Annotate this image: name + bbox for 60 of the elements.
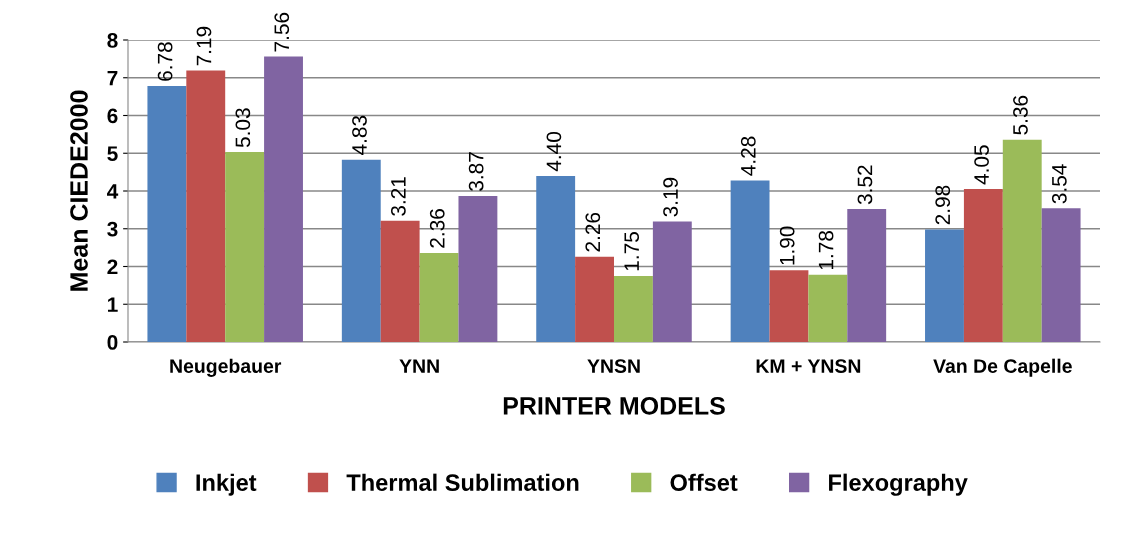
bar — [1041, 208, 1081, 342]
data-label: 4.05 — [974, 145, 989, 185]
y-tick-label: 0 — [107, 335, 118, 350]
bar — [963, 189, 1003, 342]
x-tick-label: YNN — [399, 359, 439, 373]
legend-label: Inkjet — [196, 473, 257, 496]
data-label: 4.40 — [546, 132, 562, 172]
bar — [769, 270, 809, 342]
data-label: 3.54 — [1051, 164, 1067, 204]
bar — [730, 180, 770, 342]
y-tick-label: 3 — [107, 221, 118, 237]
y-tick-label: 1 — [108, 297, 118, 312]
y-tick-label: 5 — [107, 146, 118, 161]
data-label: 1.90 — [779, 226, 795, 265]
y-tick-label: 6 — [107, 108, 118, 124]
data-label: 4.83 — [352, 115, 367, 156]
bar — [536, 175, 576, 342]
bar — [1002, 139, 1042, 342]
data-label: 3.52 — [857, 165, 873, 205]
bar — [225, 152, 265, 342]
data-label: 5.36 — [1013, 95, 1028, 135]
bar — [808, 274, 848, 342]
x-tick-label: Van De Capelle — [933, 358, 1072, 377]
bar — [380, 220, 420, 342]
bar — [652, 221, 692, 342]
bar — [419, 252, 459, 342]
y-tick-label: 4 — [107, 184, 119, 199]
data-label: 5.03 — [235, 108, 251, 148]
y-axis-title: Mean CIEDE2000 — [70, 90, 88, 291]
y-tick-label: 7 — [107, 70, 118, 86]
x-tick-label: KM + YNSN — [756, 359, 861, 373]
legend-label: Offset — [670, 473, 738, 491]
legend-label: Thermal Sublimation — [346, 473, 579, 491]
data-label: 7.19 — [196, 26, 212, 66]
data-label: 3.87 — [468, 152, 484, 191]
data-label: 2.98 — [935, 185, 951, 225]
data-label: 3.19 — [663, 177, 678, 217]
bar — [147, 86, 187, 342]
data-label: 1.75 — [624, 232, 640, 271]
data-label: 3.21 — [391, 177, 406, 216]
data-label: 4.28 — [740, 136, 756, 176]
bar — [847, 209, 887, 342]
y-tick-label: 2 — [107, 259, 118, 275]
legend-label: Flexography — [829, 473, 968, 496]
x-tick-label: Neugebauer — [170, 358, 282, 377]
bar — [264, 56, 303, 342]
bar — [575, 256, 614, 342]
bar — [925, 229, 964, 342]
y-tick-label: 8 — [107, 33, 118, 48]
bar — [458, 195, 498, 342]
x-axis-title: PRINTER MODELS — [503, 396, 725, 415]
x-tick-label: YNSN — [587, 359, 640, 373]
bar — [341, 159, 381, 342]
data-label: 1.78 — [818, 231, 834, 270]
data-label: 7.56 — [274, 12, 290, 52]
data-label: 2.36 — [429, 209, 445, 248]
bar — [186, 70, 226, 342]
bar — [614, 275, 653, 342]
data-label: 2.26 — [585, 212, 601, 252]
data-label: 6.78 — [157, 42, 173, 81]
